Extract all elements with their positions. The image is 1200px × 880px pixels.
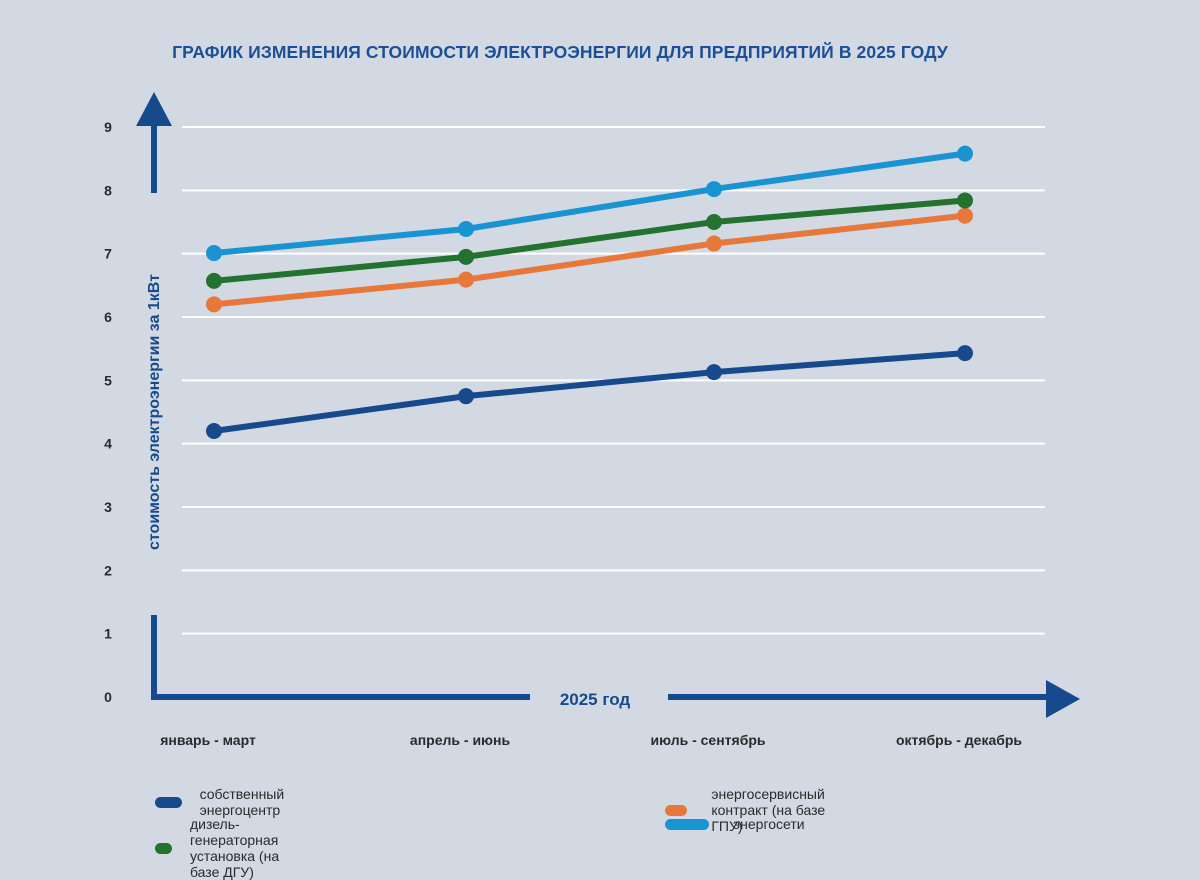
data-point [957, 192, 973, 209]
series-line [211, 150, 968, 257]
data-point [706, 235, 722, 252]
x-axis-arrowhead [1046, 680, 1080, 718]
y-tick-label: 9 [104, 119, 112, 135]
legend-label: энергосервисный контракт (на базе ГПУ) [711, 786, 826, 834]
data-point [706, 364, 722, 381]
series-0 [206, 345, 973, 439]
y-tick-label: 7 [104, 246, 112, 262]
data-point [206, 272, 222, 289]
y-tick-label: 1 [104, 626, 112, 642]
data-point [458, 220, 474, 237]
x-tick-label: июль - сентябрь [650, 732, 765, 748]
y-tick-label: 3 [104, 499, 112, 515]
legend-swatch [665, 804, 688, 816]
y-axis-label: стоимость электроэнергии за 1кВт [146, 274, 163, 550]
legend-label: дизель-генераторная установка (на базе Д… [189, 816, 280, 880]
legend-item: собственный энергоцентр [155, 786, 302, 818]
y-tick-label: 6 [104, 309, 112, 325]
axes [136, 92, 1080, 718]
legend-item: дизель-генераторная установка (на базе Д… [155, 816, 305, 880]
y-tick-label: 8 [104, 182, 112, 198]
series-3 [206, 145, 973, 262]
data-point [206, 245, 222, 262]
data-point [458, 271, 474, 288]
legend-swatch [155, 796, 182, 808]
y-tick-label: 5 [104, 372, 112, 388]
y-tick-label: 0 [104, 689, 112, 705]
legend-label: энергосети [733, 816, 805, 832]
legend-item: энергосервисный контракт (на базе ГПУ) [665, 786, 846, 834]
x-tick-label: январь - март [160, 732, 256, 748]
data-point [458, 248, 474, 265]
x-tick-labels: январь - март апрель - июнь июль - сентябр… [160, 732, 1022, 748]
series-1 [206, 207, 973, 313]
data-point [706, 214, 722, 230]
data-point [957, 145, 973, 162]
chart-title: ГРАФИК ИЗМЕНЕНИЯ СТОИМОСТИ ЭЛЕКТРОЭНЕРГИ… [172, 42, 948, 62]
x-tick-label: октябрь - декабрь [896, 732, 1022, 748]
y-tick-label: 4 [104, 436, 112, 452]
legend-swatch [665, 818, 709, 830]
y-axis-arrowhead [136, 92, 172, 126]
data-point [957, 345, 973, 362]
series-line [211, 197, 968, 284]
data-point [458, 388, 474, 405]
data-point [957, 207, 973, 224]
legend-swatch [155, 842, 172, 854]
data-point [706, 181, 722, 198]
legend-label: собственный энергоцентр [199, 786, 285, 818]
x-axis-label: 2025 год [560, 690, 631, 709]
series-lines [206, 145, 973, 439]
x-tick-label: апрель - июнь [410, 732, 511, 748]
series-line [211, 350, 968, 434]
series-line [211, 212, 968, 308]
series-2 [206, 192, 973, 289]
legend-item: энергосети [665, 816, 805, 832]
y-tick-labels: 0 1 2 3 4 5 6 7 8 9 [104, 119, 112, 705]
y-tick-label: 2 [104, 562, 112, 578]
data-point [206, 296, 222, 313]
data-point [206, 423, 222, 439]
